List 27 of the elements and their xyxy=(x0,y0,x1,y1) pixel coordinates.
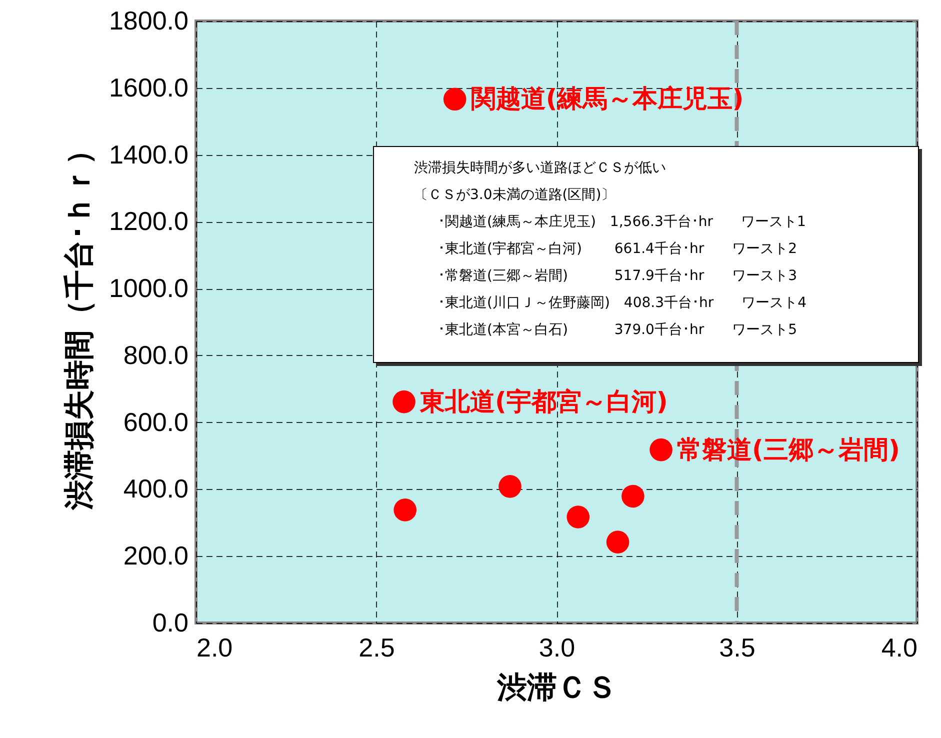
x-axis-title: 渋滞ＣＳ xyxy=(496,672,617,704)
x-tick-label: 4.0 xyxy=(881,632,918,662)
annotation: 東北道(宇都宮～白河) xyxy=(419,386,668,416)
x-tick-label: 2.5 xyxy=(358,632,395,662)
x-tick-label: 3.0 xyxy=(538,632,576,662)
x-tick-label: 3.5 xyxy=(719,632,756,662)
y-axis-title: 渋滞損失時間（千台･ｈｒ） xyxy=(62,135,96,511)
annotation: 関越道(練馬～本庄児玉) xyxy=(470,84,744,114)
annotation: 渋滞損失時間が多い道路ほどＣＳが低い xyxy=(414,159,667,178)
annotation: ･常磐道(三郷～岩間) 517.9千台･hr ワースト3 xyxy=(437,267,798,286)
y-tick-label: 600.0 xyxy=(123,406,188,437)
y-tick-label: 1600.0 xyxy=(108,72,188,102)
annotation: ･東北道(川口Ｊ～佐野藤岡) 408.3千台･hr ワースト4 xyxy=(437,294,808,313)
y-tick-label: 1400.0 xyxy=(108,139,188,170)
annotation: 常磐道(三郷～岩間) xyxy=(677,434,900,464)
annotation: ･関越道(練馬～本庄児玉) 1,566.3千台･hr ワースト1 xyxy=(437,213,807,232)
y-tick-label: 400.0 xyxy=(123,474,188,504)
annotation: ･東北道(本宮～白石) 379.0千台･hr ワースト5 xyxy=(437,321,798,340)
y-tick-label: 1000.0 xyxy=(108,273,188,304)
y-tick-label: 800.0 xyxy=(123,340,188,370)
y-tick-label: 1200.0 xyxy=(108,206,188,236)
y-tick-label: 0.0 xyxy=(152,608,188,638)
y-tick-label: 200.0 xyxy=(123,540,188,571)
annotation: 〔ＣＳが3.0未満の道路(区間)〕 xyxy=(414,186,616,205)
y-tick-label: 1800.0 xyxy=(108,6,188,36)
annotation: ･東北道(宇都宮～白河) 661.4千台･hr ワースト2 xyxy=(437,240,798,259)
x-tick-label: 2.0 xyxy=(196,632,233,662)
